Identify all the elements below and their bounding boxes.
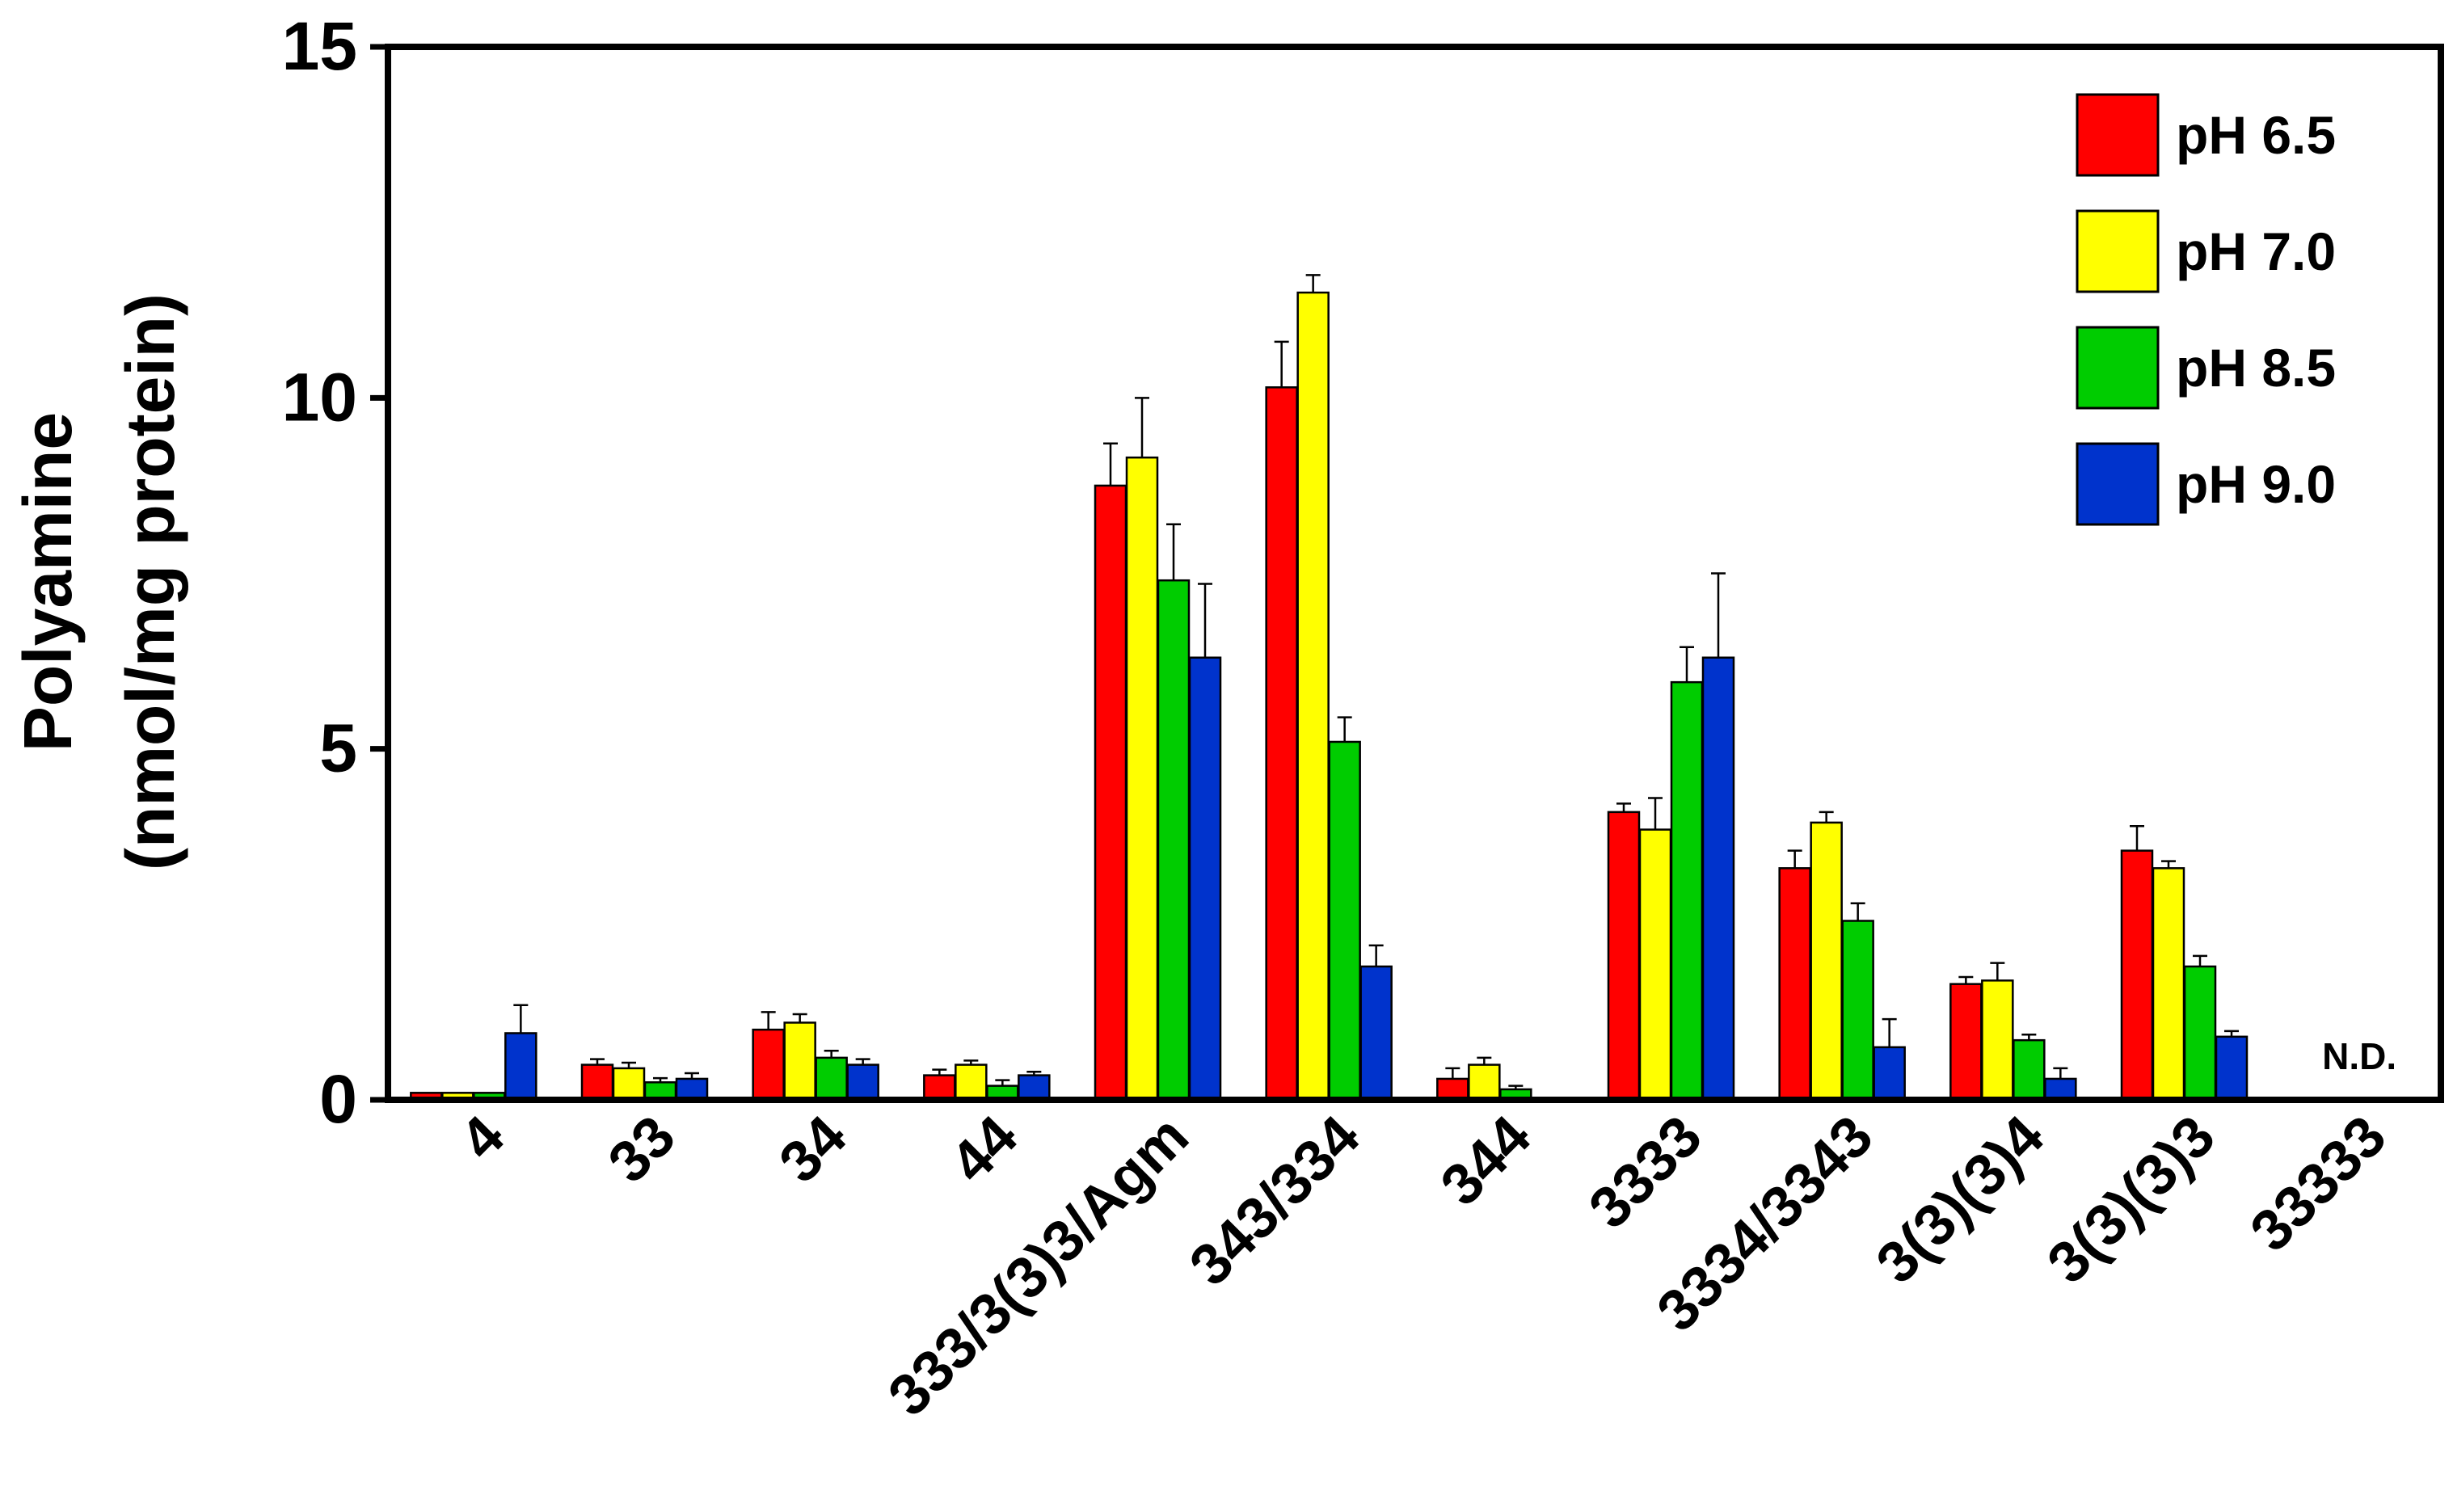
bar — [1328, 740, 1361, 1101]
x-tick-label: 333/3(3)3/Agm — [876, 1104, 1201, 1429]
y-axis-ticks: 0 5 10 15 — [282, 8, 388, 1137]
bar — [752, 1028, 785, 1101]
y-axis-label: Polyamine (nmol/mg protein) — [10, 293, 188, 870]
y-tick-label: 0 — [319, 1061, 357, 1137]
legend-swatch — [2076, 326, 2160, 410]
bar — [1810, 821, 1843, 1101]
annotation-nd: N.D. — [2322, 1035, 2396, 1077]
bar — [1701, 656, 1735, 1101]
legend-label: pH 8.5 — [2176, 338, 2336, 398]
bar — [1873, 1046, 1906, 1101]
bar — [2044, 1077, 2077, 1101]
y-tick-label: 15 — [282, 8, 357, 84]
legend-label: pH 9.0 — [2176, 454, 2336, 514]
legend-label: pH 7.0 — [2176, 221, 2336, 281]
bar — [580, 1063, 614, 1101]
bar — [1468, 1063, 1501, 1101]
legend: pH 6.5 pH 7.0 pH 8.5 pH 9.0 — [2076, 93, 2336, 526]
bar — [2120, 849, 2154, 1101]
bar — [1157, 579, 1191, 1101]
bar — [1949, 983, 1983, 1101]
legend-swatch — [2076, 209, 2160, 293]
bar — [1841, 920, 1874, 1101]
bar — [1188, 656, 1222, 1101]
x-tick-label: 33 — [596, 1104, 688, 1195]
y-tick-label: 10 — [282, 359, 357, 435]
legend-swatch — [2076, 442, 2160, 526]
x-tick-label: 44 — [938, 1104, 1030, 1195]
x-tick-label: 3333 — [1577, 1104, 1714, 1241]
bar — [815, 1056, 848, 1101]
annotations: N.D. — [2322, 1035, 2396, 1077]
bar — [2183, 965, 2217, 1101]
x-tick-label: 3(3)(3)4 — [1865, 1104, 2057, 1296]
bar — [1981, 979, 2014, 1101]
bar — [1125, 456, 1159, 1101]
legend-swatch — [2076, 93, 2160, 177]
bar — [955, 1063, 988, 1101]
bar — [783, 1021, 816, 1101]
x-tick-label: 344 — [1429, 1104, 1544, 1219]
bar — [2152, 867, 2185, 1101]
legend-label: pH 6.5 — [2176, 105, 2336, 165]
bar — [923, 1074, 956, 1101]
bar — [2215, 1035, 2249, 1101]
y-tick-label: 5 — [319, 710, 357, 786]
y-axis-label-line1: Polyamine — [10, 412, 86, 752]
bars — [410, 274, 2249, 1101]
bar — [1670, 680, 1704, 1101]
bar — [612, 1067, 646, 1101]
bar — [1359, 965, 1393, 1101]
bar — [1265, 386, 1298, 1101]
bar — [504, 1032, 537, 1101]
bar — [1296, 291, 1330, 1101]
x-tick-label: 33333 — [2238, 1104, 2398, 1264]
bar — [1607, 811, 1641, 1101]
x-tick-label: 343/334 — [1178, 1104, 1372, 1299]
bar — [1018, 1074, 1051, 1101]
bar — [1638, 828, 1672, 1101]
y-axis-label-line2: (nmol/mg protein) — [112, 293, 188, 870]
bar — [1778, 867, 1811, 1101]
plot-frame — [385, 44, 2444, 1103]
bar — [2013, 1038, 2046, 1101]
bar — [846, 1063, 879, 1101]
x-tick-label: 34 — [767, 1104, 858, 1195]
bar — [1094, 484, 1127, 1101]
x-tick-label: 3(3)(3)3 — [2035, 1104, 2228, 1296]
x-tick-label: 4 — [448, 1104, 516, 1173]
